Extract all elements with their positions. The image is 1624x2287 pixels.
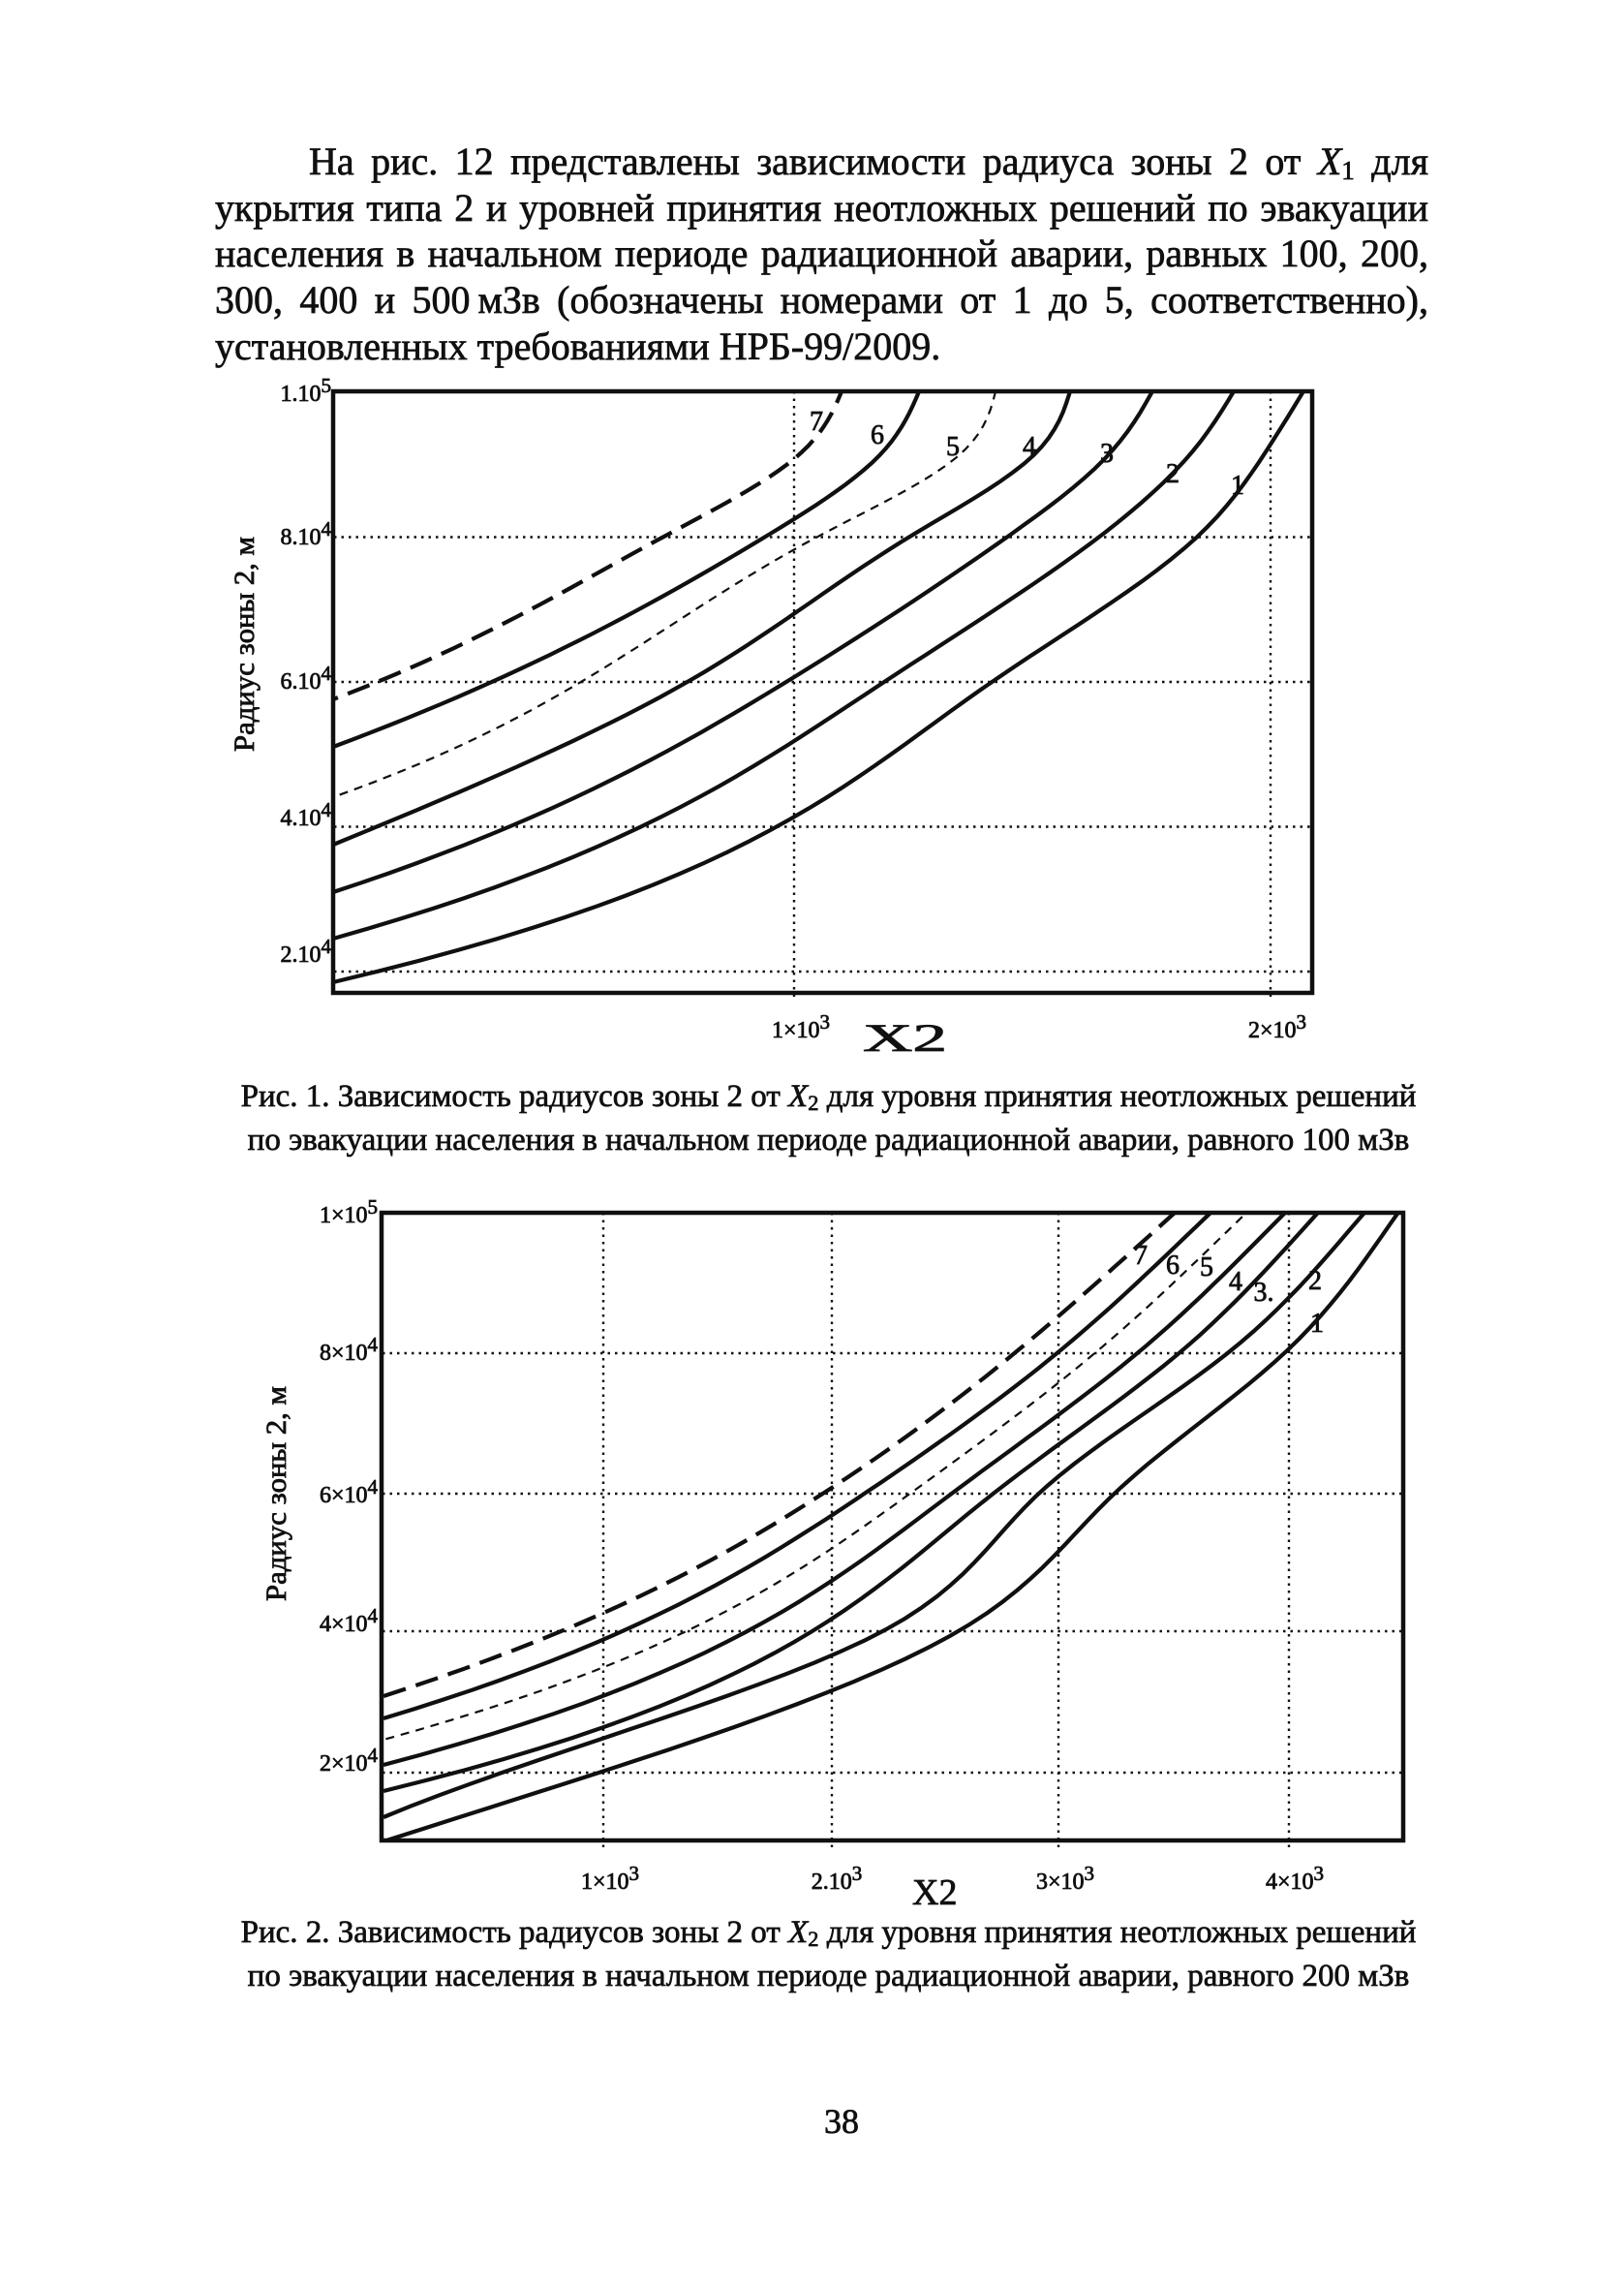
- svg-text:1: 1: [1310, 1309, 1324, 1339]
- svg-text:2: 2: [1166, 459, 1180, 489]
- svg-text:5: 5: [1200, 1252, 1213, 1283]
- svg-text:7: 7: [810, 407, 823, 437]
- svg-text:6.104: 6.104: [281, 662, 332, 695]
- svg-text:4: 4: [1023, 432, 1036, 462]
- svg-text:1.105: 1.105: [281, 374, 332, 407]
- svg-text:Радиус зоны 2, м: Радиус зоны 2, м: [260, 1386, 292, 1601]
- svg-text:1×105: 1×105: [320, 1195, 378, 1228]
- svg-text:2.104: 2.104: [281, 935, 332, 968]
- svg-text:4×103: 4×103: [1266, 1862, 1324, 1895]
- svg-text:5: 5: [946, 432, 960, 462]
- svg-text:2×104: 2×104: [320, 1744, 379, 1777]
- svg-text:X2: X2: [863, 1016, 947, 1060]
- svg-text:6: 6: [871, 420, 884, 450]
- svg-text:8×104: 8×104: [320, 1333, 379, 1366]
- svg-text:4: 4: [1229, 1267, 1242, 1297]
- svg-text:2: 2: [1308, 1266, 1322, 1296]
- svg-text:3.: 3.: [1254, 1278, 1274, 1308]
- svg-text:4×104: 4×104: [320, 1604, 379, 1637]
- svg-text:1×103: 1×103: [581, 1862, 639, 1895]
- svg-text:4.104: 4.104: [281, 798, 332, 831]
- svg-text:2×103: 2×103: [1248, 1010, 1306, 1043]
- svg-text:6: 6: [1166, 1251, 1180, 1281]
- svg-text:7: 7: [1134, 1241, 1148, 1271]
- svg-text:2.103: 2.103: [812, 1862, 863, 1895]
- svg-text:3×103: 3×103: [1036, 1862, 1094, 1895]
- svg-text:1×103: 1×103: [772, 1010, 830, 1043]
- svg-text:3: 3: [1100, 439, 1114, 469]
- svg-text:X2: X2: [912, 1872, 957, 1913]
- svg-text:8.104: 8.104: [281, 517, 332, 550]
- svg-text:6×104: 6×104: [320, 1475, 379, 1508]
- svg-text:Радиус зоны 2, м: Радиус зоны 2, м: [229, 537, 260, 752]
- svg-text:1: 1: [1231, 471, 1244, 501]
